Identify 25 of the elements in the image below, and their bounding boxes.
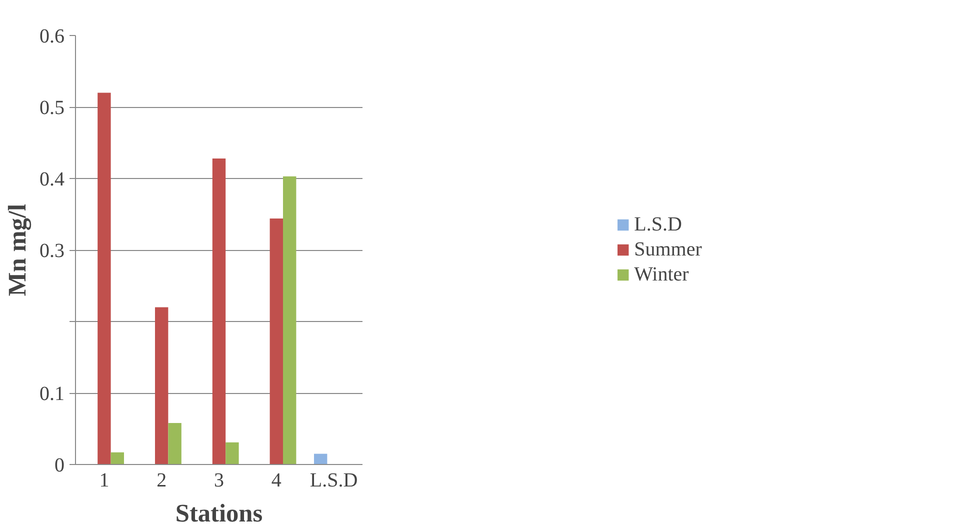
bar [110, 452, 124, 464]
y-tick-label: 0.1 [40, 383, 64, 405]
x-tick-label: L.S.D [310, 470, 358, 492]
x-tick-label: 4 [271, 470, 282, 492]
y-tick-label: 0 [54, 454, 64, 476]
bar [314, 454, 328, 464]
y-tick-label: 0.6 [40, 26, 64, 48]
bar [98, 92, 111, 464]
x-tick-label: 2 [156, 470, 167, 492]
bar [168, 423, 182, 464]
bar [283, 176, 296, 464]
y-tick-label: 0.4 [40, 168, 64, 190]
y-tick-label: 0.5 [40, 97, 64, 119]
legend-label: Winter [634, 263, 689, 286]
legend-label: L.S.D [634, 213, 682, 236]
x-tick-label: 1 [99, 470, 110, 492]
y-tick-label: 0.3 [40, 240, 64, 262]
legend-label: Summer [634, 238, 702, 261]
bar [270, 218, 283, 464]
bar [226, 442, 239, 464]
y-axis-title: Mn mg/l [4, 204, 32, 296]
bar [155, 307, 168, 464]
x-tick-label: 3 [214, 470, 224, 492]
bar [212, 158, 226, 464]
x-axis-title: Stations [175, 500, 263, 528]
